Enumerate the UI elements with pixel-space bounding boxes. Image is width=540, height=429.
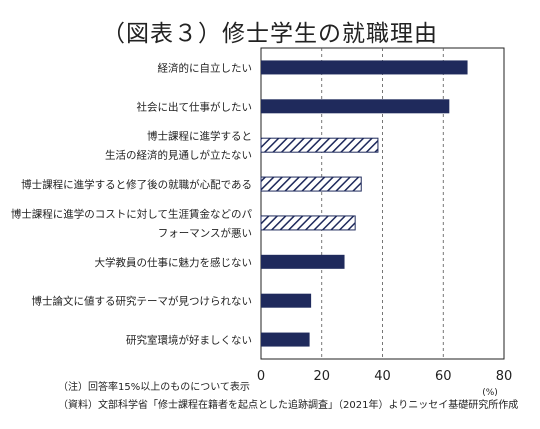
x-tick-label: 20 (313, 369, 330, 384)
category-label: 社会に出て仕事がしたい (137, 100, 253, 113)
bar (260, 215, 356, 231)
x-tick-labels: 0 20 40 60 80 (257, 369, 512, 384)
category-label: 生活の経済的見通しが立たない (105, 149, 252, 162)
x-tick-label: 80 (496, 369, 513, 384)
x-tick-label: 40 (374, 369, 391, 384)
category-label: 博士論文に値する研究テーマが見つけられない (32, 295, 253, 308)
bar (261, 99, 450, 114)
bar (261, 60, 468, 75)
category-labels: 経済的に自立したい社会に出て仕事がしたい博士課程に進学すると生活の経済的見通しが… (11, 61, 253, 346)
bar (260, 137, 379, 153)
bar (261, 254, 345, 269)
footnotes: （注）回答率15%以上のものについて表示 （資料）文部科学省「修士課程在籍者を起… (58, 379, 518, 415)
note-line: （注）回答率15%以上のものについて表示 (58, 382, 250, 393)
chart-title: （図表３）修士学生の就職理由 (102, 21, 438, 47)
source-line: （資料）文部科学省「修士課程在籍者を起点とした追跡調査」（2021年）よりニッセ… (58, 400, 519, 411)
category-label: 博士課程に進学すると (147, 130, 252, 143)
category-label: 研究室環境が好ましくない (126, 334, 252, 347)
category-label: 大学教員の仕事に魅力を感じない (95, 256, 253, 269)
category-label: 博士課程に進学すると修了後の就職が心配である (21, 178, 252, 191)
category-label: 経済的に自立したい (158, 61, 253, 74)
category-label: フォーマンスが悪い (158, 226, 252, 239)
bar (261, 293, 312, 308)
x-unit-label: (%) (482, 388, 498, 398)
category-label: 博士課程に進学のコストに対して生涯賃金などのパ (11, 207, 253, 220)
x-tick-label: 0 (257, 369, 265, 384)
bar (261, 332, 310, 347)
bar (260, 176, 362, 192)
bars (260, 60, 468, 347)
x-tick-label: 60 (435, 369, 452, 384)
grid-lines (321, 48, 444, 359)
